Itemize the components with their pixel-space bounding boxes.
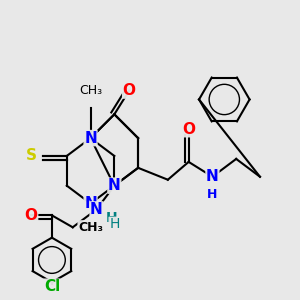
Text: N: N xyxy=(108,178,121,193)
Text: O: O xyxy=(25,208,38,223)
Text: H: H xyxy=(207,188,218,201)
Text: N: N xyxy=(84,130,97,146)
Text: H: H xyxy=(106,212,117,225)
Text: CH₃: CH₃ xyxy=(78,221,103,234)
Text: S: S xyxy=(26,148,37,164)
Text: Cl: Cl xyxy=(44,279,60,294)
Text: N: N xyxy=(206,169,219,184)
Text: O: O xyxy=(123,83,136,98)
Text: N: N xyxy=(90,202,103,217)
Text: CH₃: CH₃ xyxy=(79,84,102,97)
Text: N: N xyxy=(84,196,97,211)
Text: O: O xyxy=(182,122,195,137)
Text: H: H xyxy=(109,217,119,231)
